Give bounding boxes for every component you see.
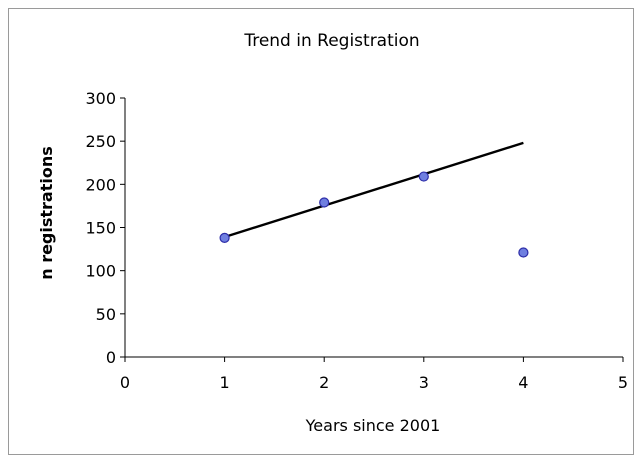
x-tick-label: 1	[220, 373, 230, 392]
x-tick-label: 4	[518, 373, 528, 392]
x-tick-label: 0	[120, 373, 130, 392]
data-point	[219, 232, 230, 243]
y-tick-label: 250	[85, 132, 116, 151]
trendline-group	[224, 141, 524, 239]
data-point	[319, 197, 330, 208]
data-point	[518, 247, 529, 258]
x-tick-label: 5	[618, 373, 628, 392]
y-tick-label: 200	[85, 175, 116, 194]
chart-frame	[8, 8, 634, 455]
y-tick-label: 0	[106, 348, 116, 367]
y-tick-labels: 0 50 100 150 200 250 300	[85, 89, 116, 367]
y-axis-label: n registrations	[37, 146, 56, 280]
trendline	[224, 141, 524, 239]
y-tick-label: 50	[96, 305, 116, 324]
y-tick-label: 300	[85, 89, 116, 108]
x-axis-label: Years since 2001	[305, 416, 441, 435]
x-tick-labels: 0 1 2 3 4 5	[120, 373, 628, 392]
chart-title: Trend in Registration	[243, 31, 419, 51]
data-points	[219, 171, 529, 258]
x-tick-label: 3	[419, 373, 429, 392]
axes	[120, 97, 624, 362]
y-tick-label: 100	[85, 262, 116, 281]
y-tick-label: 150	[85, 219, 116, 238]
x-tick-label: 2	[319, 373, 329, 392]
data-point	[418, 171, 429, 182]
